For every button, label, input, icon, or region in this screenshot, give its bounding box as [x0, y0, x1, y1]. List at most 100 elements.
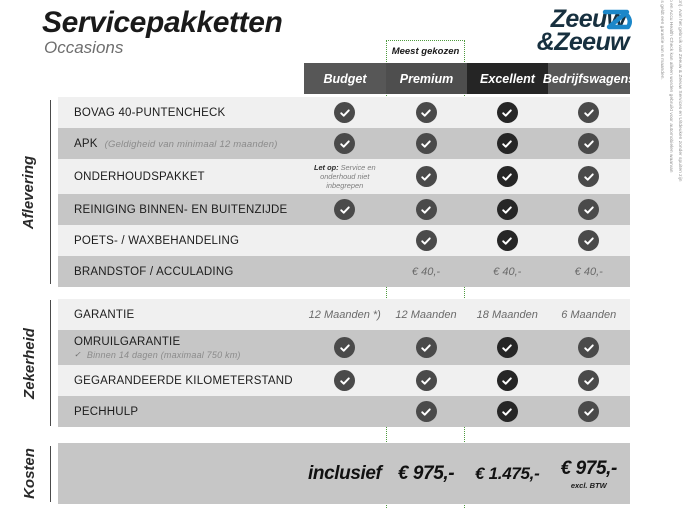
check-icon: [578, 133, 600, 154]
section-rule-aflevering: [50, 100, 51, 284]
check-icon: [578, 230, 600, 251]
section-rule-zekerheid: [50, 300, 51, 426]
table-row: GEGARANDEERDE KILOMETERSTAND: [58, 365, 630, 396]
check-icon: [496, 102, 518, 123]
cell-pechhulp-excellent: [467, 396, 549, 427]
check-icon: [496, 337, 518, 358]
cell-poets-excellent: [467, 225, 549, 256]
column-header-bar: Budget Premium Excellent Bedrijfswagens: [304, 63, 635, 94]
check-icon: [578, 401, 600, 422]
cell-bovag-excellent: [467, 97, 549, 128]
cell-onderhoud-premium: [386, 159, 467, 194]
row-label-reiniging: REINIGING BINNEN- EN BUITENZIJDE: [58, 204, 304, 216]
row-label-onderhoud-text: ONDERHOUDSPAKKET: [74, 170, 205, 183]
check-icon: [496, 401, 518, 422]
table-row: GARANTIE 12 Maanden *) 12 Maanden 18 Maa…: [58, 299, 630, 330]
table-kosten: inclusief € 975,- € 1.475,- € 975,- excl…: [58, 443, 630, 504]
row-label-pechhulp: PECHHULP: [58, 406, 304, 418]
section-rule-kosten: [50, 446, 51, 502]
cell-onderhoud-budget: Let op: Service en onderhoud niet inbegr…: [304, 159, 386, 194]
cell-bovag-bedrijfswagens: [548, 97, 630, 128]
check-icon: [334, 133, 356, 154]
table-row: POETS- / WAXBEHANDELING: [58, 225, 630, 256]
row-label-pechhulp-text: PECHHULP: [74, 405, 139, 418]
row-label-kilometerstand: GEGARANDEERDE KILOMETERSTAND: [58, 375, 304, 387]
cell-kilometerstand-premium: [386, 365, 467, 396]
table-row: ONDERHOUDSPAKKET Let op: Service en onde…: [58, 159, 630, 194]
cell-reiniging-budget: [304, 194, 386, 225]
row-label-poets-text: POETS- / WAXBEHANDELING: [74, 234, 240, 247]
check-icon: [334, 199, 356, 220]
logo-swoosh-icon: [602, 9, 632, 30]
price-excellent: € 1.475,-: [475, 463, 540, 483]
cell-omruil-budget: [304, 330, 386, 365]
cell-kosten-budget: inclusief: [304, 443, 386, 504]
cell-reiniging-excellent: [467, 194, 549, 225]
column-header-excellent[interactable]: Excellent: [467, 63, 548, 94]
row-label-bovag: BOVAG 40-PUNTENCHECK: [58, 107, 304, 119]
check-icon: [496, 230, 518, 251]
price-premium: € 975,-: [397, 462, 455, 484]
cell-garantie-budget: 12 Maanden *): [308, 308, 381, 321]
row-label-brandstof: BRANDSTOF / ACCULADING: [58, 266, 304, 278]
check-icon: [415, 133, 437, 154]
check-icon: [578, 370, 600, 391]
table-row: BRANDSTOF / ACCULADING € 40,- € 40,- € 4…: [58, 256, 630, 287]
cell-omruil-excellent: [467, 330, 549, 365]
table-row: APK (Geldigheid van minimaal 12 maanden): [58, 128, 630, 159]
row-label-brandstof-text: BRANDSTOF / ACCULADING: [74, 265, 234, 278]
cell-kilometerstand-budget: [304, 365, 386, 396]
row-label-omruil-text: OMRUILGARANTIE: [74, 335, 181, 348]
page-subtitle: Occasions: [44, 38, 124, 57]
column-header-bedrijfswagens[interactable]: Bedrijfswagens: [543, 63, 635, 94]
check-small-icon: ✓: [74, 350, 81, 359]
fineprint-container: Het Excellent servicepakket kan uitsluit…: [641, 0, 685, 510]
cell-apk-budget: [304, 128, 386, 159]
cell-garantie-excellent: 18 Maanden: [476, 308, 538, 321]
check-icon: [415, 199, 437, 220]
cell-brandstof-excellent: € 40,-: [493, 265, 522, 278]
row-label-garantie-text: GARANTIE: [74, 308, 135, 321]
check-icon: [578, 102, 600, 123]
cell-onderhoud-excellent: [467, 159, 549, 194]
budget-disclaimer: Let op: Service en onderhoud niet inbegr…: [304, 163, 386, 191]
check-icon: [496, 133, 518, 154]
cell-kilometerstand-excellent: [467, 365, 549, 396]
cell-bovag-budget: [304, 97, 386, 128]
check-icon: [334, 370, 356, 391]
column-header-premium[interactable]: Premium: [386, 63, 467, 94]
kosten-label-spacer: [58, 443, 304, 504]
table-row: OMRUILGARANTIE ✓ Binnen 14 dagen (maxima…: [58, 330, 630, 365]
cell-poets-premium: [386, 225, 467, 256]
cell-garantie-bedrijfswagens: 6 Maanden: [561, 308, 617, 321]
row-label-garantie: GARANTIE: [58, 309, 304, 321]
table-row: REINIGING BINNEN- EN BUITENZIJDE: [58, 194, 630, 225]
table-zekerheid: GARANTIE 12 Maanden *) 12 Maanden 18 Maa…: [58, 299, 630, 427]
check-icon: [415, 401, 437, 422]
price-bedrijfswagens: € 975,-: [560, 457, 618, 479]
section-label-aflevering-text: Aflevering: [20, 155, 38, 229]
row-label-onderhoud: ONDERHOUDSPAKKET: [58, 171, 304, 183]
cell-brandstof-premium: € 40,-: [411, 265, 441, 278]
fineprint-text: Het Excellent servicepakket kan uitsluit…: [641, 0, 683, 184]
cell-omruil-bedrijfswagens: [548, 330, 630, 365]
cell-kosten-bedrijfswagens: € 975,- excl. BTW: [548, 443, 630, 504]
row-label-apk-text: APK: [74, 137, 98, 150]
cell-poets-bedrijfswagens: [548, 225, 630, 256]
price-bedrijfswagens-note: excl. BTW: [570, 480, 607, 490]
cell-apk-premium: [386, 128, 467, 159]
check-icon: [496, 166, 518, 187]
check-icon: [334, 337, 356, 358]
cell-brandstof-budget: [304, 256, 386, 287]
row-note-apk: (Geldigheid van minimaal 12 maanden): [104, 138, 278, 150]
row-label-kilometerstand-text: GEGARANDEERDE KILOMETERSTAND: [74, 374, 293, 387]
table-row: PECHHULP: [58, 396, 630, 427]
row-label-bovag-text: BOVAG 40-PUNTENCHECK: [74, 106, 226, 119]
row-label-apk: APK (Geldigheid van minimaal 12 maanden): [58, 138, 304, 150]
cell-kosten-excellent: € 1.475,-: [467, 443, 549, 504]
cell-reiniging-premium: [386, 194, 467, 225]
column-header-budget[interactable]: Budget: [304, 63, 386, 94]
check-icon: [578, 199, 600, 220]
row-label-poets: POETS- / WAXBEHANDELING: [58, 235, 304, 247]
